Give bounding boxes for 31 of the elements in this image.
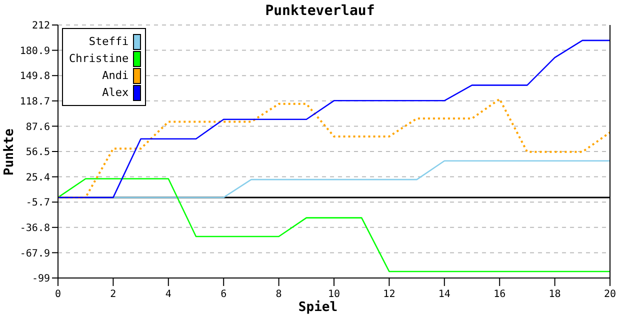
y-tick-label: 118.7 <box>20 96 50 108</box>
y-tick-label: 56.5 <box>26 147 50 158</box>
x-axis-title: Spiel <box>298 300 338 315</box>
x-tick-label: 12 <box>383 289 396 300</box>
x-tick-label: 14 <box>438 289 450 300</box>
x-tick-label: 20 <box>604 289 616 300</box>
x-tick-label: 2 <box>110 289 116 300</box>
x-tick-label: 0 <box>54 289 62 300</box>
x-tick-label: 8 <box>276 289 282 300</box>
x-tick-label: 6 <box>220 289 227 300</box>
x-tick-label: 18 <box>548 289 561 300</box>
legend-label: Christine <box>69 52 129 65</box>
y-tick-label: 180.9 <box>20 46 50 57</box>
y-tick-label: 212 <box>32 20 50 32</box>
y-tick-label: 25.4 <box>26 172 50 184</box>
y-tick-label: -67.9 <box>20 248 50 260</box>
x-tick-label: 10 <box>328 289 340 300</box>
y-axis-title: Punkte <box>2 128 17 176</box>
chart-title: Punkteverlauf <box>264 3 376 19</box>
y-tick-label: 87.6 <box>26 122 50 133</box>
y-tick-label: -36.8 <box>20 222 50 234</box>
x-tick-label: 4 <box>165 289 172 300</box>
y-tick-label: -99 <box>32 274 50 285</box>
x-tick-label: 16 <box>494 289 506 300</box>
legend-label: Alex <box>102 86 129 99</box>
line-series <box>58 178 610 272</box>
legend-label: Andi <box>102 69 129 82</box>
line-series <box>58 98 610 198</box>
y-tick-label: 149.8 <box>20 71 50 82</box>
y-tick-label: -5.7 <box>26 198 50 209</box>
legend-label: Steffi <box>88 35 129 48</box>
